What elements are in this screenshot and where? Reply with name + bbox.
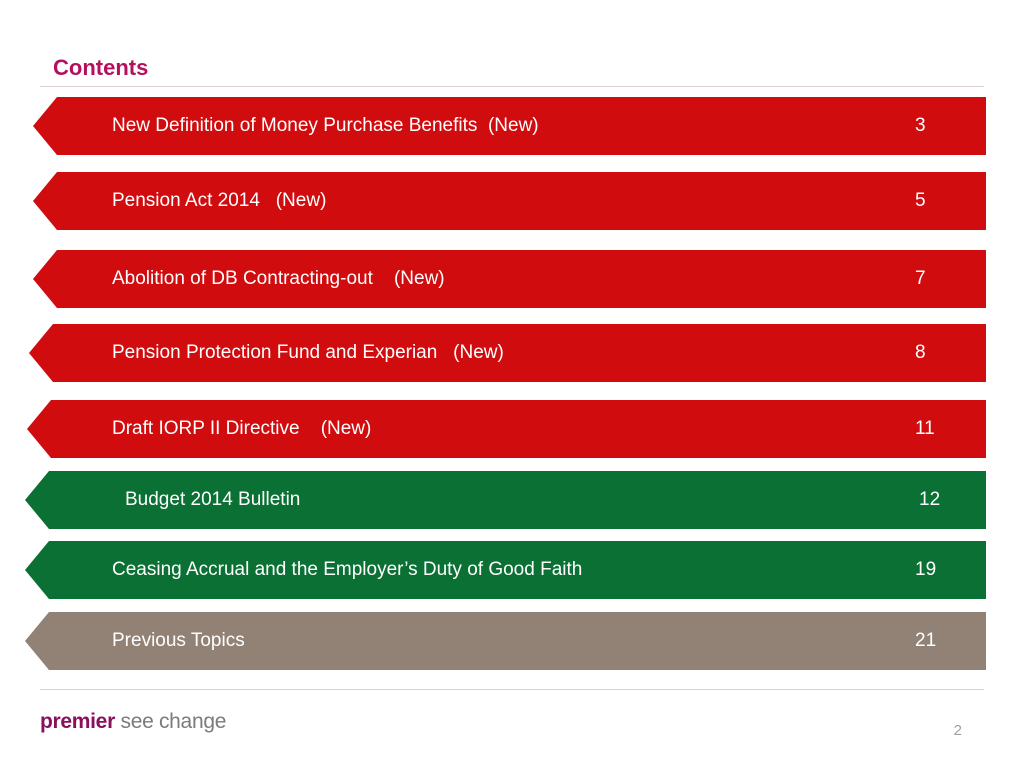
contents-item-label: Draft IORP II Directive (New) (112, 418, 372, 439)
top-divider (40, 86, 984, 87)
contents-item-label: Pension Act 2014 (New) (112, 190, 327, 211)
contents-item-label: Budget 2014 Bulletin (125, 489, 301, 510)
slide-number: 2 (953, 722, 962, 739)
contents-item-ceasing-accrual[interactable]: Ceasing Accrual and the Employer’s Duty … (25, 541, 986, 599)
contents-item-page: 12 (919, 489, 941, 510)
contents-item-page: 8 (915, 342, 926, 363)
contents-item-label: Ceasing Accrual and the Employer’s Duty … (112, 559, 583, 580)
contents-item-page: 21 (915, 630, 937, 651)
contents-item-page: 5 (915, 190, 926, 211)
contents-item-page: 11 (915, 418, 935, 439)
contents-item-page: 19 (915, 559, 937, 580)
premier-logo: premier see change (40, 710, 226, 734)
contents-item-iorp-ii[interactable]: Draft IORP II Directive (New) 11 (27, 400, 986, 458)
contents-item-ppf-experian[interactable]: Pension Protection Fund and Experian (Ne… (29, 324, 986, 382)
contents-item-pension-act[interactable]: Pension Act 2014 (New) 5 (33, 172, 986, 230)
contents-item-budget-2014[interactable]: Budget 2014 Bulletin 12 (25, 471, 986, 529)
contents-item-label: Previous Topics (112, 630, 245, 651)
contents-item-label: Abolition of DB Contracting-out (New) (112, 268, 445, 289)
logo-tagline-text: see change (114, 710, 227, 733)
contents-item-previous-topics[interactable]: Previous Topics 21 (25, 612, 986, 670)
contents-item-db-contracting-out[interactable]: Abolition of DB Contracting-out (New) 7 (33, 250, 986, 308)
contents-item-page: 7 (915, 268, 926, 289)
contents-item-page: 3 (915, 115, 926, 136)
contents-item-label: New Definition of Money Purchase Benefit… (112, 115, 539, 136)
contents-item-label: Pension Protection Fund and Experian (Ne… (112, 342, 504, 363)
logo-brand-text: premier (40, 710, 115, 733)
page-title: Contents (53, 55, 149, 80)
bottom-divider (40, 689, 984, 690)
contents-item-money-purchase[interactable]: New Definition of Money Purchase Benefit… (33, 97, 986, 155)
